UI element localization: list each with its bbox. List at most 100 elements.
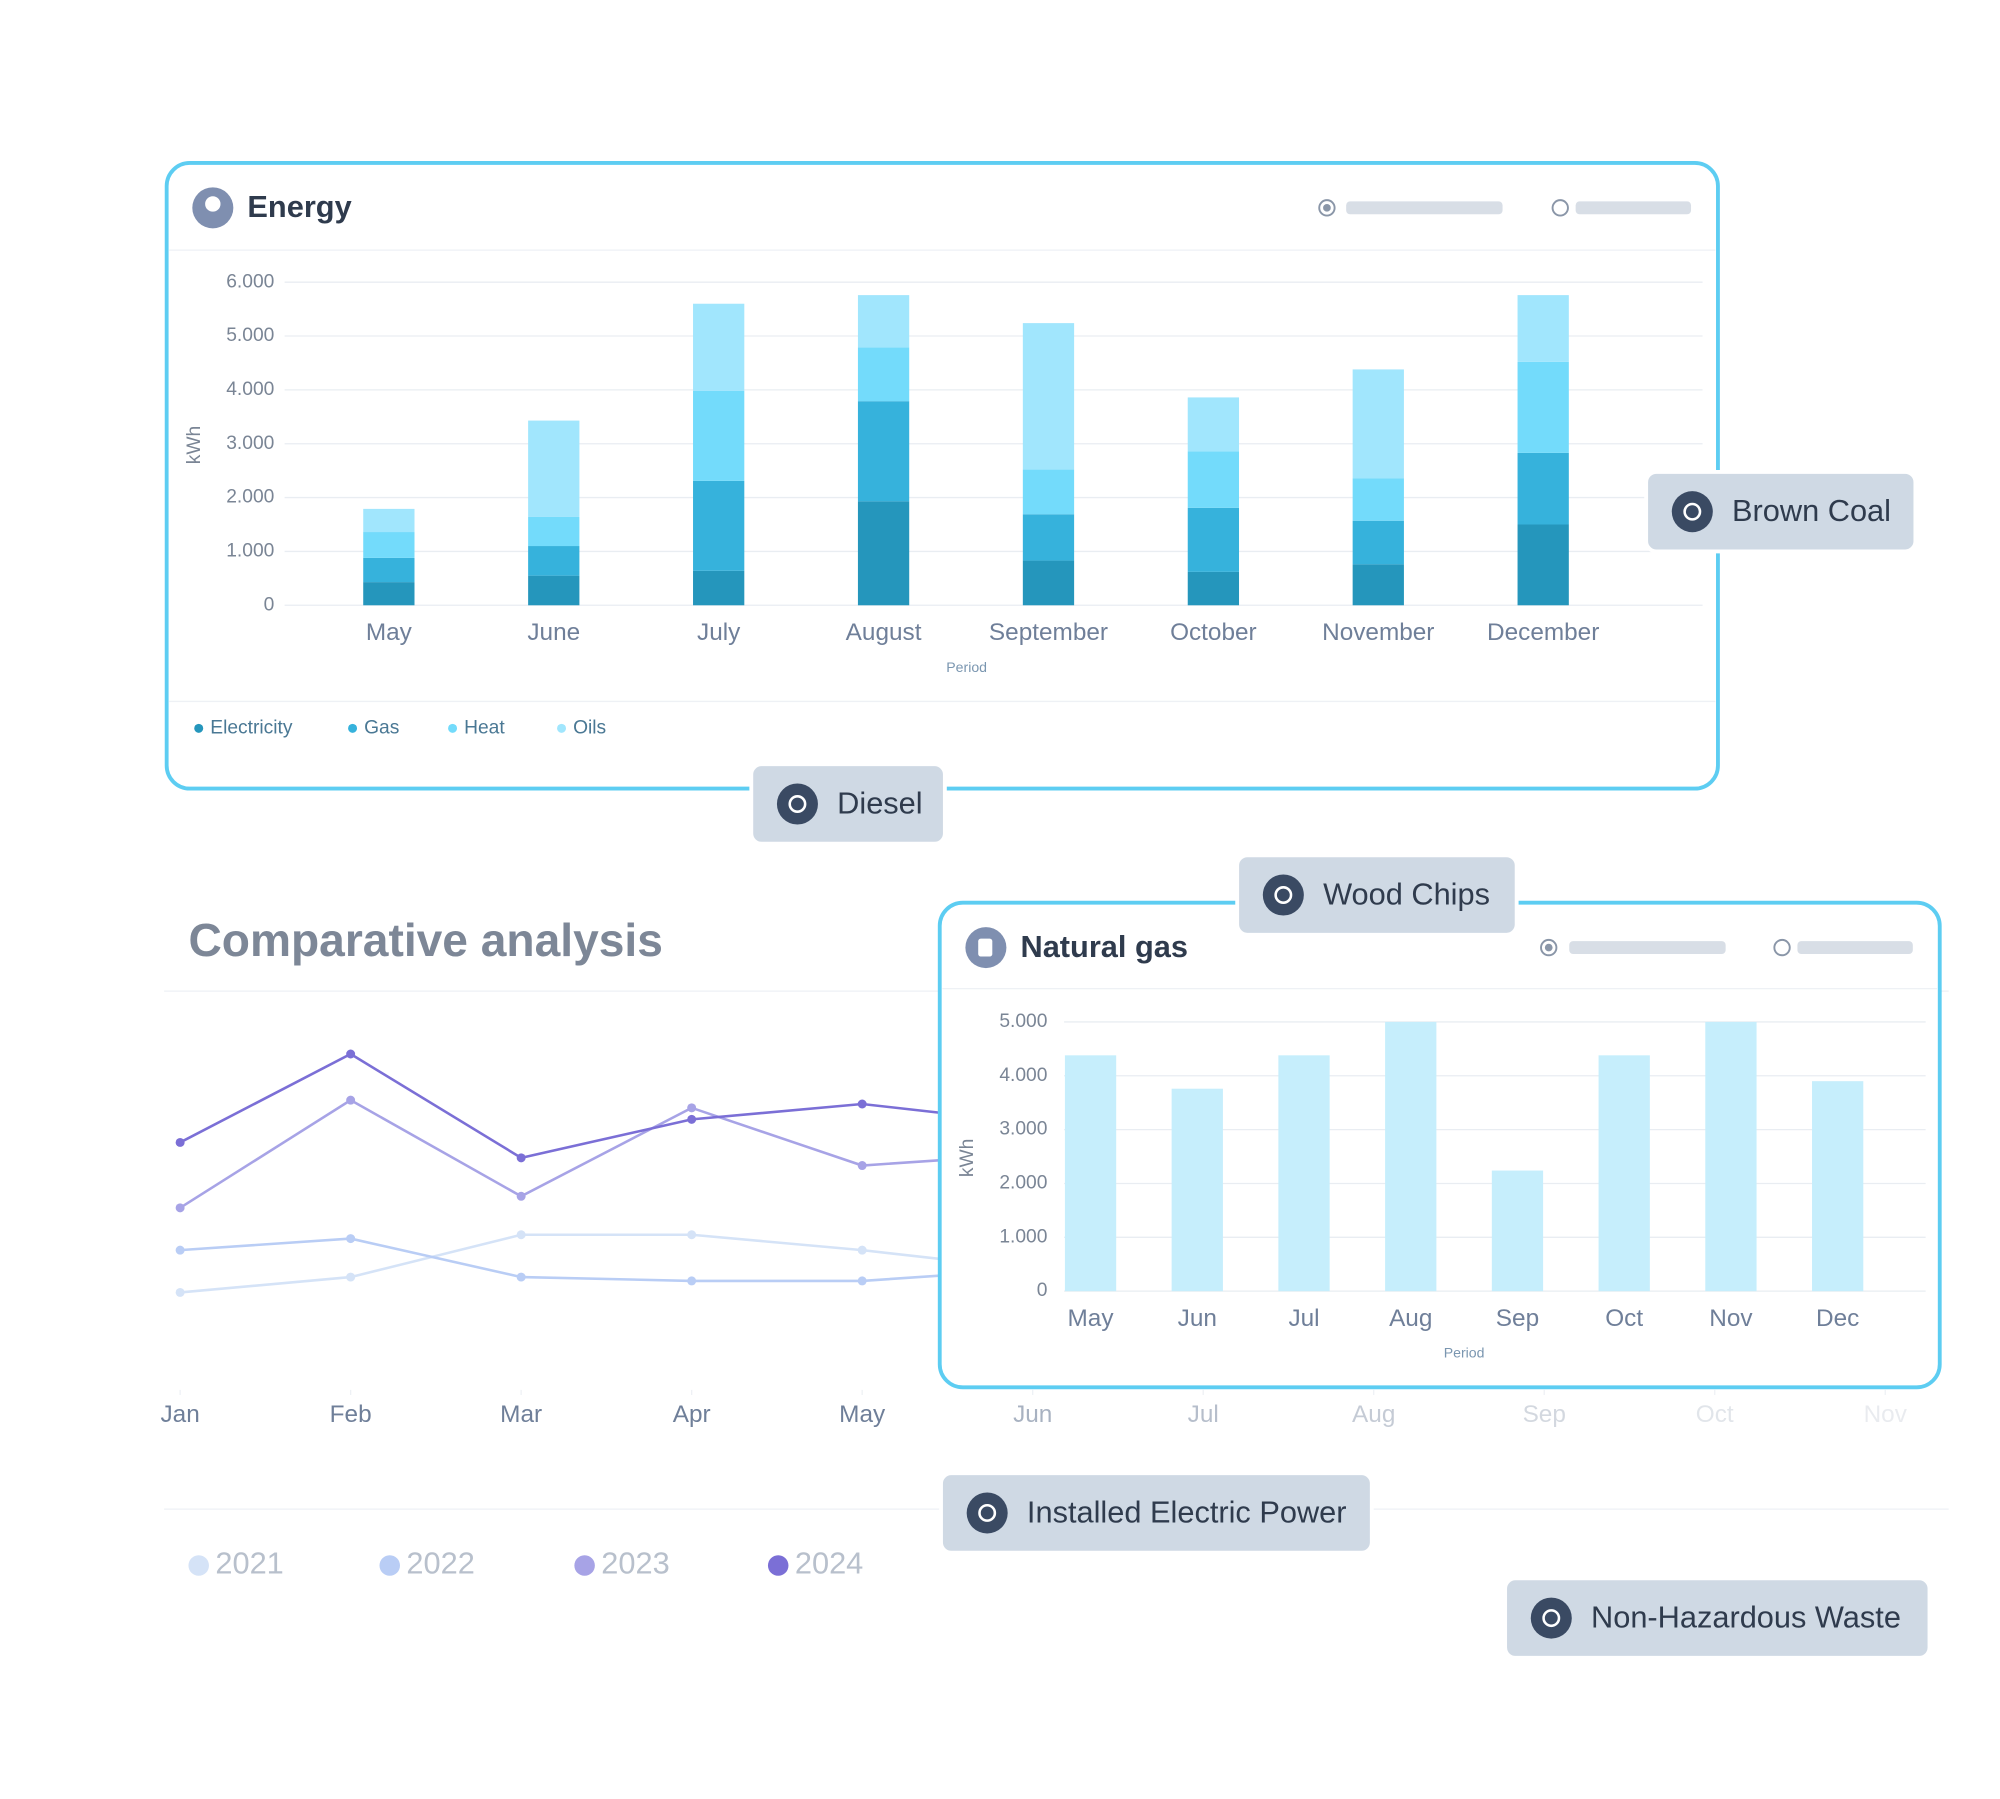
bar-segment <box>1187 571 1240 606</box>
point <box>175 1245 185 1255</box>
legend-swatch <box>379 1555 400 1576</box>
bar <box>1278 1055 1330 1292</box>
bar-segment <box>363 582 415 606</box>
y-axis-label: kWh <box>957 1139 978 1177</box>
x-tick-label: Jul <box>1188 1401 1219 1428</box>
point <box>346 1234 356 1244</box>
tag-icon-glyph <box>1274 886 1293 904</box>
tag-icon <box>966 1492 1008 1534</box>
legend-label: Gas <box>364 717 399 738</box>
bar-segment <box>363 532 415 558</box>
legend-swatch <box>448 723 458 733</box>
radio[interactable] <box>1773 938 1791 957</box>
radio[interactable] <box>1551 199 1569 217</box>
legend-swatch <box>188 1555 209 1576</box>
x-tick-label: Jan <box>161 1401 200 1428</box>
y-tick-label: 3.000 <box>999 1119 1047 1140</box>
tag-label: Brown Coal <box>1732 493 1891 528</box>
bar-segment <box>363 508 415 533</box>
radio[interactable] <box>1540 938 1558 957</box>
point <box>346 1272 356 1282</box>
x-tick-label: Sep <box>1523 1401 1566 1428</box>
radio-dot <box>1323 203 1331 212</box>
y-tick-label: 4.000 <box>999 1065 1047 1086</box>
card <box>164 161 1720 791</box>
x-tick-label: Nov <box>1864 1401 1908 1428</box>
x-tick-label: December <box>1487 619 1599 646</box>
point <box>516 1153 526 1163</box>
x-tick-label: Dec <box>1816 1305 1859 1332</box>
x-tick-label: May <box>366 619 413 646</box>
bar-segment <box>1352 478 1404 521</box>
tag-label: Installed Electric Power <box>1027 1494 1347 1529</box>
y-tick-label: 4.000 <box>226 379 274 400</box>
point <box>857 1276 867 1286</box>
tag <box>1503 1576 1932 1660</box>
bar-segment <box>1022 469 1075 515</box>
bar-segment <box>1352 564 1404 606</box>
point <box>346 1095 356 1105</box>
x-tick-label: Sep <box>1496 1305 1539 1332</box>
bar-segment <box>363 557 415 583</box>
x-tick-label: Nov <box>1709 1305 1753 1332</box>
y-tick-label: 0 <box>1037 1280 1048 1301</box>
bar-segment <box>693 480 745 571</box>
x-tick-label: Oct <box>1696 1401 1734 1428</box>
bar-segment <box>1022 323 1075 470</box>
tag <box>1235 853 1519 937</box>
bar <box>1385 1021 1437 1292</box>
tag-icon-glyph <box>788 795 807 813</box>
legend-label: 2022 <box>406 1546 474 1581</box>
point <box>687 1230 697 1240</box>
legend-swatch <box>557 723 567 733</box>
x-tick-label: October <box>1170 619 1257 646</box>
legend-swatch <box>767 1555 789 1576</box>
x-axis-label: Period <box>946 659 987 675</box>
bar-segment <box>1517 361 1569 453</box>
placeholder <box>1575 201 1692 215</box>
y-tick-label: 1.000 <box>226 541 274 562</box>
line <box>180 1233 1033 1294</box>
bar-segment <box>857 401 910 502</box>
radio[interactable] <box>1318 199 1336 217</box>
icon <box>978 938 993 957</box>
y-tick-label: 0 <box>264 594 275 615</box>
tag-icon-glyph <box>1683 502 1702 521</box>
legend-label: 2024 <box>795 1546 863 1581</box>
bar <box>1812 1081 1864 1292</box>
legend-swatch <box>194 723 204 733</box>
bar-segment <box>1022 514 1075 561</box>
point <box>857 1245 867 1255</box>
bar-segment <box>857 347 910 402</box>
bar-segment <box>1352 520 1404 565</box>
bar-segment <box>1517 295 1569 362</box>
energy-card: Energy kWh Period 0 1.000 2.000 3.000 4.000 5… <box>164 161 1720 791</box>
point <box>687 1114 697 1124</box>
x-tick-label: Mar <box>500 1401 542 1428</box>
bar-segment <box>1022 560 1075 606</box>
point <box>175 1287 185 1297</box>
bar-segment <box>1187 451 1240 508</box>
bar-segment <box>1517 524 1569 606</box>
tag-icon <box>776 783 818 825</box>
placeholder <box>1569 941 1726 954</box>
x-tick-label: July <box>697 619 741 646</box>
x-tick-label: Oct <box>1605 1305 1643 1332</box>
tag-icon <box>1530 1597 1572 1639</box>
x-tick-label: Jun <box>1178 1305 1217 1332</box>
tag <box>939 1471 1374 1555</box>
bar-segment <box>693 390 745 481</box>
icon <box>205 196 221 212</box>
x-tick-label: Apr <box>673 1401 711 1428</box>
bar <box>1064 1055 1117 1292</box>
bar <box>1598 1055 1650 1292</box>
bar <box>1171 1088 1223 1292</box>
tag-icon-glyph <box>978 1503 997 1522</box>
point <box>175 1203 185 1213</box>
bar-segment <box>528 516 580 547</box>
point <box>857 1099 867 1109</box>
tag-label: Wood Chips <box>1323 876 1490 911</box>
card-title: Natural gas <box>1021 929 1188 964</box>
legend-label: Electricity <box>210 717 293 738</box>
